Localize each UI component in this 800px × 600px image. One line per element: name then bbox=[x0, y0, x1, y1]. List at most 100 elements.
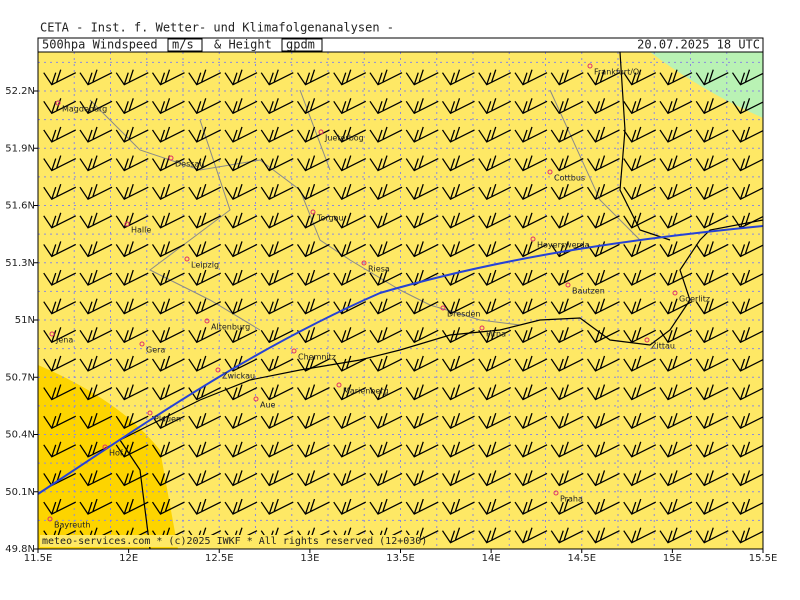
wind-barb bbox=[151, 126, 185, 143]
city-label: Jueterbog bbox=[324, 134, 364, 143]
wind-barb bbox=[659, 355, 693, 372]
city-marker bbox=[139, 341, 145, 347]
wind-barb bbox=[731, 98, 763, 115]
wind-barb bbox=[369, 384, 403, 401]
wind-barb bbox=[333, 212, 367, 229]
wind-barb bbox=[441, 155, 475, 172]
wind-barb bbox=[115, 241, 149, 258]
wind-barb bbox=[224, 98, 258, 115]
wind-barb bbox=[79, 498, 113, 515]
wind-barb bbox=[333, 98, 367, 115]
cities: Magdeburg Jueterbog Dessau Cottbus Frankfurt… bbox=[47, 63, 710, 530]
wind-barb bbox=[731, 384, 763, 401]
wind-barb bbox=[695, 183, 729, 201]
city-label: Riesa bbox=[368, 265, 390, 274]
city-marker bbox=[361, 260, 367, 266]
city-marker bbox=[168, 155, 174, 161]
city-label: Pirna bbox=[486, 330, 506, 339]
wind-barb bbox=[333, 126, 367, 143]
wind-barb bbox=[695, 298, 729, 315]
wind-barb bbox=[550, 126, 584, 143]
wind-barb bbox=[115, 441, 149, 458]
city-label: Altenburg bbox=[211, 323, 250, 332]
city-marker bbox=[440, 305, 446, 311]
graticule bbox=[38, 52, 763, 549]
wind-barb bbox=[79, 269, 113, 286]
wind-barb bbox=[731, 327, 763, 344]
wind-barb bbox=[478, 269, 512, 286]
wind-barb bbox=[478, 69, 512, 86]
city-label: Cottbus bbox=[554, 174, 585, 183]
wind-barb bbox=[296, 241, 330, 258]
city-marker bbox=[310, 209, 316, 215]
parameter: 500hpa Windspeed bbox=[42, 38, 158, 52]
wind-barb bbox=[296, 384, 330, 401]
wind-barb bbox=[224, 498, 258, 515]
wind-barb bbox=[260, 470, 294, 487]
city-marker bbox=[587, 63, 593, 69]
wind-barb bbox=[405, 384, 439, 401]
wind-barb bbox=[731, 527, 763, 544]
height-contour bbox=[38, 225, 763, 495]
wind-barb bbox=[659, 126, 693, 143]
wind-barb bbox=[151, 298, 185, 315]
wind-barb bbox=[79, 126, 113, 143]
wind-barb bbox=[260, 298, 294, 315]
wind-barb bbox=[333, 441, 367, 458]
wind-barb bbox=[478, 126, 512, 143]
wind-barb bbox=[260, 241, 294, 258]
wind-barb bbox=[659, 327, 693, 344]
wind-barb bbox=[623, 183, 657, 201]
wind-barb bbox=[623, 498, 657, 515]
wind-barb bbox=[369, 298, 403, 315]
wind-barb bbox=[405, 327, 439, 344]
wind-barb bbox=[586, 98, 620, 115]
city-label: Leipzig bbox=[191, 261, 219, 270]
wind-barb bbox=[586, 470, 620, 487]
wind-barb bbox=[296, 212, 330, 229]
wind-barb bbox=[115, 470, 149, 487]
wind-barb bbox=[296, 298, 330, 315]
wind-barb bbox=[43, 355, 77, 372]
city-marker bbox=[49, 331, 55, 337]
wind-barb bbox=[115, 126, 149, 143]
wind-barb bbox=[514, 470, 548, 487]
wind-barb bbox=[333, 241, 367, 258]
lon-label: 15.5E bbox=[749, 553, 778, 564]
wind-barb bbox=[115, 269, 149, 286]
wind-barb bbox=[369, 98, 403, 115]
city-label: Chemnitz bbox=[298, 353, 336, 362]
wind-barb bbox=[441, 298, 475, 315]
wind-barb bbox=[224, 155, 258, 172]
wind-barb bbox=[151, 498, 185, 515]
wind-barb bbox=[79, 298, 113, 315]
wind-barb bbox=[296, 355, 330, 372]
wind-barb bbox=[550, 298, 584, 315]
wind-barb bbox=[586, 183, 620, 201]
lat-label: 51.9N bbox=[5, 143, 35, 154]
wind-barb bbox=[369, 470, 403, 487]
wind-barb bbox=[79, 241, 113, 258]
city-label: Zwickau bbox=[222, 372, 255, 381]
wind-barb bbox=[695, 355, 729, 372]
wind-barb bbox=[478, 98, 512, 115]
wind-barb bbox=[188, 269, 222, 286]
wind-barb bbox=[623, 527, 657, 544]
wind-barb bbox=[478, 298, 512, 315]
wind-barb bbox=[296, 470, 330, 487]
wind-barb bbox=[695, 498, 729, 515]
wind-barb bbox=[188, 241, 222, 258]
city-marker bbox=[147, 410, 153, 416]
city-label: Aue bbox=[260, 401, 276, 410]
wind-barb bbox=[296, 183, 330, 201]
wind-barb bbox=[731, 126, 763, 143]
wind-barb bbox=[478, 183, 512, 201]
wind-barb bbox=[43, 183, 77, 201]
wind-barb bbox=[405, 212, 439, 229]
wind-barb bbox=[441, 384, 475, 401]
city-marker bbox=[530, 236, 536, 242]
city-marker bbox=[553, 490, 559, 496]
wind-barb bbox=[441, 183, 475, 201]
wind-barb bbox=[478, 212, 512, 229]
